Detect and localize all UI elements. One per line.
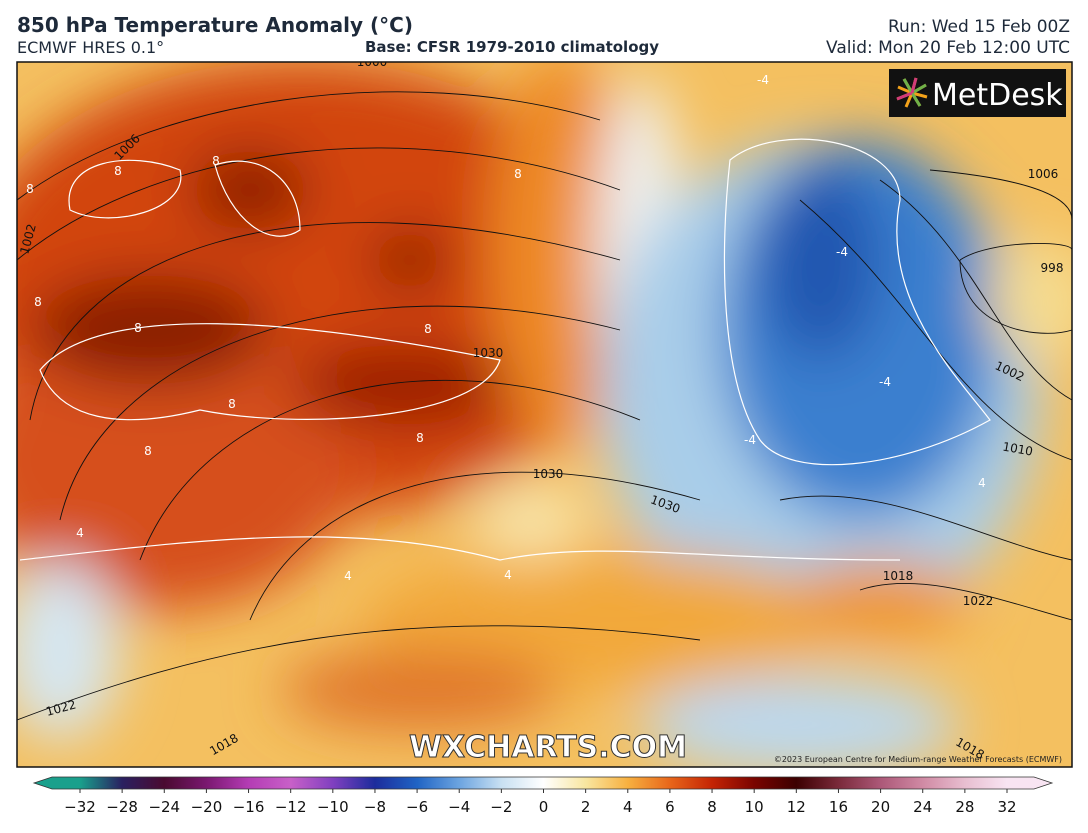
isobar-label: 1030 — [473, 346, 504, 360]
colorbar-tick-label: −32 — [64, 798, 96, 816]
map — [17, 62, 1072, 767]
anomaly-label: 8 — [134, 321, 142, 335]
title: 850 hPa Temperature Anomaly (°C) — [17, 13, 413, 37]
colorbar-tick-label: −16 — [233, 798, 265, 816]
anomaly-label: 8 — [228, 397, 236, 411]
anomaly-label: 4 — [504, 568, 512, 582]
anomaly-label: 8 — [514, 167, 522, 181]
base: Base: CFSR 1979-2010 climatology — [365, 38, 659, 56]
colorbar-tick-label: −4 — [448, 798, 470, 816]
anomaly-label: 4 — [978, 476, 986, 490]
isobar-label: 1010 — [1001, 440, 1034, 459]
anomaly-label: 8 — [114, 164, 122, 178]
colorbar-tick-label: 28 — [955, 798, 974, 816]
anomaly-label: 8 — [424, 322, 432, 336]
copyright: ©2023 European Centre for Medium-range W… — [774, 755, 1062, 764]
colorbar-tick-label: 20 — [871, 798, 890, 816]
colorbar-tick-label: −24 — [148, 798, 180, 816]
anomaly-label: -4 — [757, 73, 769, 87]
colorbar-tick-label: −28 — [106, 798, 138, 816]
anomaly-label: 8 — [144, 444, 152, 458]
colorbar-tick-label: 12 — [787, 798, 806, 816]
colorbar-tick-label: 10 — [745, 798, 764, 816]
colorbar-body — [32, 776, 1054, 790]
colorbar-tick-label: 6 — [665, 798, 675, 816]
logo-text: MetDesk — [932, 78, 1063, 113]
logo-box — [889, 69, 1066, 117]
isobar-label: 1000 — [357, 55, 388, 69]
anomaly-label: -4 — [879, 375, 891, 389]
colorbar-tick-label: −8 — [364, 798, 386, 816]
anomaly-label: 4 — [76, 526, 84, 540]
isobar-label: 1030 — [533, 467, 564, 481]
colorbar-tick-label: 2 — [581, 798, 591, 816]
colorbar-tick-label: 24 — [913, 798, 932, 816]
colorbar-tick-label: 0 — [539, 798, 549, 816]
isobar-label: 1022 — [963, 594, 994, 608]
map-frame — [16, 61, 1073, 768]
anomaly-label: 8 — [34, 295, 42, 309]
colorbar-tick-label: −12 — [275, 798, 307, 816]
colorbar-tick-label: 32 — [997, 798, 1016, 816]
anomaly-label: 8 — [26, 182, 34, 196]
isobar-label: 1018 — [883, 569, 914, 583]
valid: Valid: Mon 20 Feb 12:00 UTC — [826, 38, 1070, 58]
isobar-label: 1006 — [1028, 167, 1059, 181]
anomaly-label: 8 — [212, 154, 220, 168]
run: Run: Wed 15 Feb 00Z — [888, 17, 1070, 37]
anomaly-label: -4 — [836, 245, 848, 259]
colorbar-tick-label: −6 — [406, 798, 428, 816]
anomaly-label: 4 — [344, 569, 352, 583]
colorbar-tick-label: −20 — [191, 798, 223, 816]
anomaly-label: -4 — [744, 433, 756, 447]
watermark: WXCHARTS.COM — [409, 730, 687, 765]
colorbar-tick-label: −10 — [317, 798, 349, 816]
colorbar-tick-label: 4 — [623, 798, 633, 816]
model: ECMWF HRES 0.1° — [17, 38, 164, 57]
anomaly-label: 8 — [416, 431, 424, 445]
colorbar-tick-label: 16 — [829, 798, 848, 816]
logo-mark — [896, 77, 928, 108]
colorbar-tick-label: 8 — [707, 798, 717, 816]
colorbar: −32 −28 −24 −20 −16 −12 −10 −8 −6 −4 −2 0 2 4 6 8 10 12 16… — [32, 776, 1054, 816]
colorbar-tick-label: −2 — [490, 798, 512, 816]
isobar-label: 998 — [1041, 261, 1064, 275]
